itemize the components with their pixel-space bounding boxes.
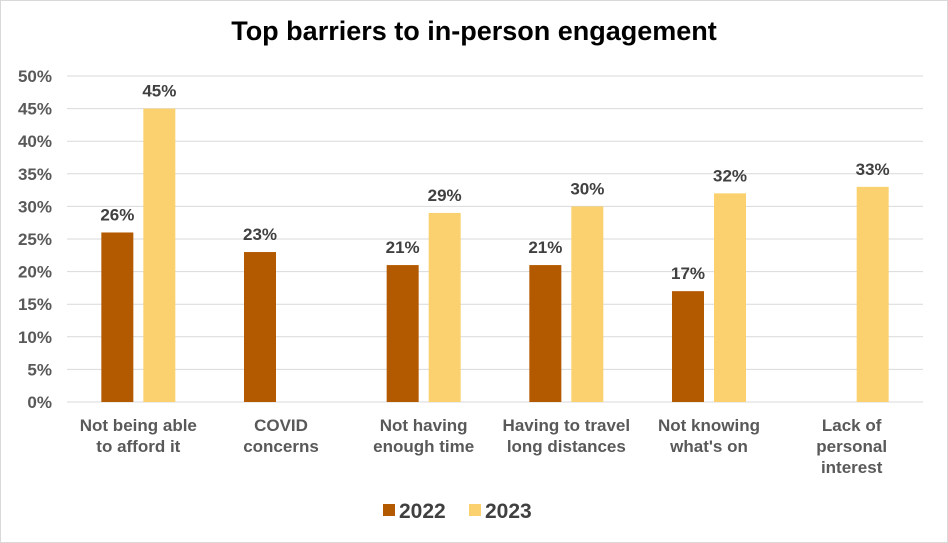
data-label: 33% [856, 160, 890, 179]
x-axis-categories: Not being able to afford it COVID concerns N… [80, 416, 887, 477]
bar-2023 [428, 212, 461, 402]
bar-2023 [856, 186, 889, 402]
bar-2022 [672, 291, 704, 402]
bar-2022 [529, 265, 562, 402]
data-label: 29% [428, 186, 462, 205]
legend-label: 2023 [485, 500, 532, 523]
bars [101, 108, 889, 402]
legend-label: 2022 [399, 500, 446, 523]
data-label: 23% [243, 225, 277, 244]
bar-2022 [244, 252, 276, 402]
data-labels: 26% 23% 21% 21% 17% 45% 29% 30% 32% 33% [100, 82, 889, 284]
data-label: 26% [100, 205, 134, 224]
y-tick-label: 10% [18, 328, 52, 347]
data-label: 17% [671, 264, 705, 283]
x-category-label: Having to travel long distances [503, 416, 631, 456]
data-label: 30% [570, 179, 604, 198]
legend-swatch-2022 [383, 504, 395, 516]
x-category-label: Not having enough time [373, 416, 474, 456]
x-category-label: COVID concerns [243, 416, 319, 456]
bar-2022 [386, 265, 419, 402]
y-tick-label: 5% [27, 360, 52, 379]
data-label: 21% [528, 238, 562, 257]
data-label: 21% [386, 238, 420, 257]
bar-2023 [143, 108, 176, 402]
y-tick-label: 20% [18, 263, 52, 282]
gridlines [67, 75, 923, 403]
y-tick-label: 15% [18, 295, 52, 314]
y-tick-label: 30% [18, 197, 52, 216]
chart-title: Top barriers to in-person engagement [231, 16, 717, 46]
y-tick-label: 40% [18, 132, 52, 151]
bar-2023 [714, 193, 746, 402]
x-category-label: Lack of personal interest [816, 416, 887, 477]
y-axis-ticks: 0% 5% 10% 15% 20% 25% 30% 35% 40% 45% 50% [18, 67, 52, 412]
y-tick-label: 0% [27, 393, 52, 412]
x-category-label: Not being able to afford it [80, 416, 197, 456]
data-label: 45% [142, 82, 176, 101]
x-category-label: Not knowing what's on [658, 416, 760, 456]
y-tick-label: 25% [18, 230, 52, 249]
data-label: 32% [713, 166, 747, 185]
legend-swatch-2023 [469, 504, 481, 516]
y-tick-label: 45% [18, 100, 52, 119]
legend: 2022 2023 [383, 500, 532, 523]
bar-2023 [571, 206, 604, 402]
y-tick-label: 35% [18, 165, 52, 184]
bar-2022 [101, 232, 134, 402]
y-tick-label: 50% [18, 67, 52, 86]
